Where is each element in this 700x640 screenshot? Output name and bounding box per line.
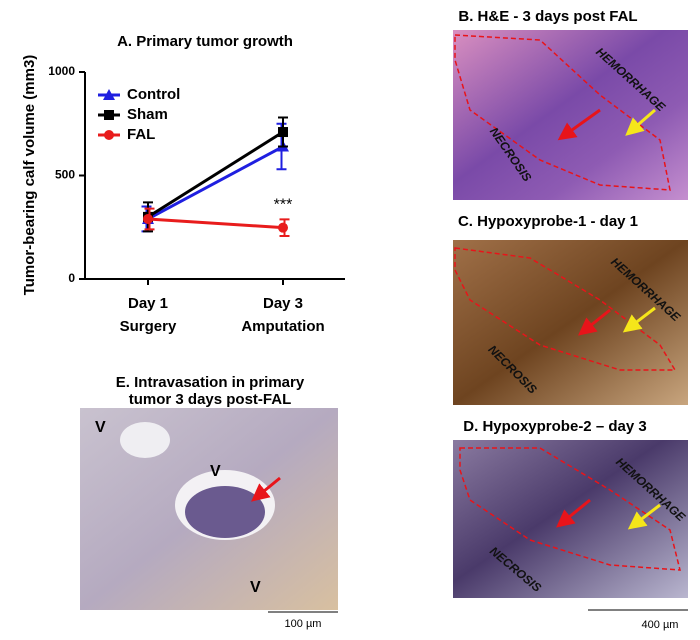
annotation: *** bbox=[274, 197, 293, 214]
marker bbox=[278, 222, 288, 233]
marker bbox=[278, 127, 288, 138]
panel-d-image bbox=[453, 440, 688, 598]
y-axis-label: Tumor-bearing calf volume (mm3) bbox=[21, 55, 38, 296]
y-tick-label: 1000 bbox=[48, 64, 75, 78]
marker bbox=[104, 130, 114, 140]
x-tick-label: Day 1 bbox=[128, 295, 168, 312]
panel-c-image bbox=[453, 240, 688, 405]
series-line bbox=[147, 217, 284, 230]
x-tick-sublabel: Amputation bbox=[241, 318, 324, 335]
marker bbox=[104, 110, 114, 120]
panel-e-image bbox=[80, 408, 338, 610]
legend-label: Control bbox=[127, 86, 180, 103]
scale-label: 400 µm bbox=[642, 619, 679, 631]
scale-label: 100 µm bbox=[285, 618, 322, 630]
panel-title: D. Hypoxyprobe-2 – day 3 bbox=[463, 418, 646, 435]
x-tick-sublabel: Surgery bbox=[120, 318, 177, 335]
y-tick-label: 500 bbox=[55, 168, 75, 182]
legend-label: Sham bbox=[127, 106, 168, 123]
chart-title: A. Primary tumor growth bbox=[117, 33, 293, 50]
x-tick-label: Day 3 bbox=[263, 295, 303, 312]
panel-title: B. H&E - 3 days post FAL bbox=[458, 8, 637, 25]
series-line bbox=[147, 145, 284, 221]
legend-label: FAL bbox=[127, 126, 155, 143]
panel-title: E. Intravasation in primary bbox=[116, 374, 305, 391]
vessel-label: V bbox=[210, 463, 221, 480]
y-tick-label: 0 bbox=[68, 271, 75, 285]
marker bbox=[103, 89, 115, 100]
panel-title: tumor 3 days post-FAL bbox=[129, 391, 292, 408]
marker bbox=[143, 213, 153, 224]
vessel-label: V bbox=[95, 419, 106, 436]
series-line bbox=[147, 130, 284, 219]
panel-title: C. Hypoxyprobe-1 - day 1 bbox=[458, 213, 638, 230]
vessel-label: V bbox=[250, 579, 261, 596]
panel-b-image bbox=[453, 30, 688, 200]
